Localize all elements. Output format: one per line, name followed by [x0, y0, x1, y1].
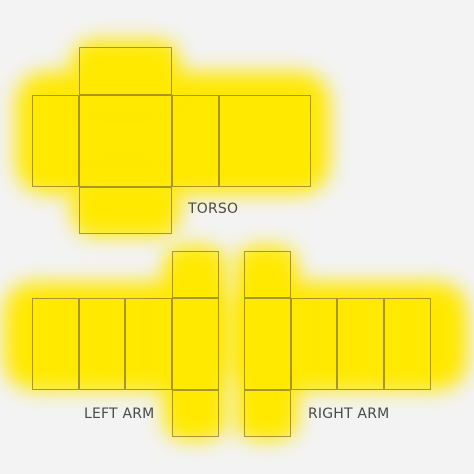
left-arm-bottom-face	[172, 390, 219, 437]
torso-bottom-face	[79, 187, 172, 234]
torso-left-side-face	[172, 95, 219, 187]
right-arm-side-face-3	[384, 298, 431, 390]
right-arm-label: RIGHT ARM	[308, 406, 389, 422]
left-arm-label: LEFT ARM	[84, 406, 154, 422]
right-arm-side-face-2	[337, 298, 384, 390]
right-arm-front-face	[244, 298, 291, 390]
torso-front-face	[79, 95, 172, 187]
torso-back-face	[219, 95, 311, 187]
right-arm-side-face-1	[291, 298, 337, 390]
left-arm-side-face-1	[32, 298, 79, 390]
left-arm-side-face-2	[79, 298, 125, 390]
right-arm-bottom-face	[244, 390, 291, 437]
right-arm-top-face	[244, 251, 291, 298]
torso-top-face	[79, 47, 172, 95]
left-arm-top-face	[172, 251, 219, 298]
torso-label: TORSO	[188, 201, 238, 217]
left-arm-front-face	[172, 298, 219, 390]
torso-right-side-face	[32, 95, 79, 187]
left-arm-side-face-3	[125, 298, 172, 390]
